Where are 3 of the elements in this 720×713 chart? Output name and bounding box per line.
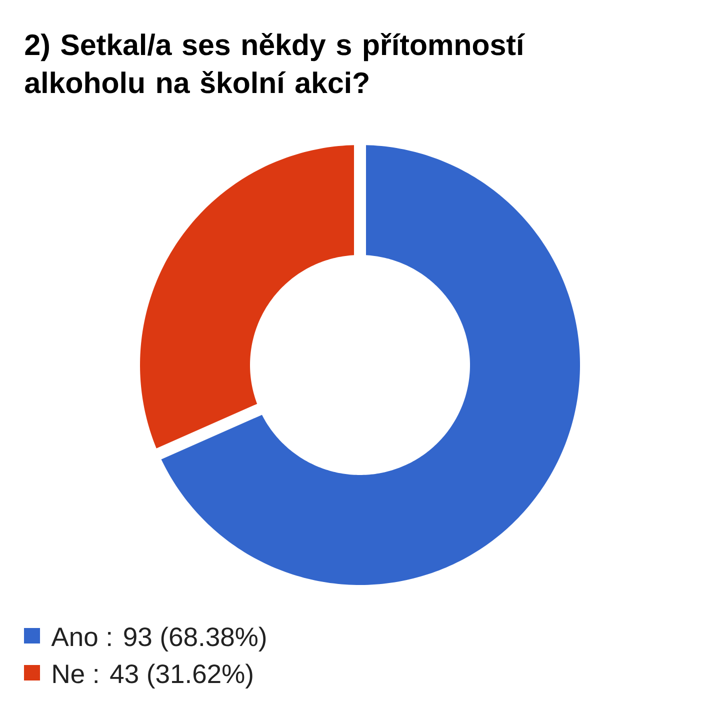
legend-label: Ne : 43 (31.62%) [53,664,252,688]
legend-label: Ano : 93 (68.38%) [51,626,266,652]
chart-title: 2) Setkal/a ses někdy s přítomností alkoholu na školní akci? [25,32,525,94]
